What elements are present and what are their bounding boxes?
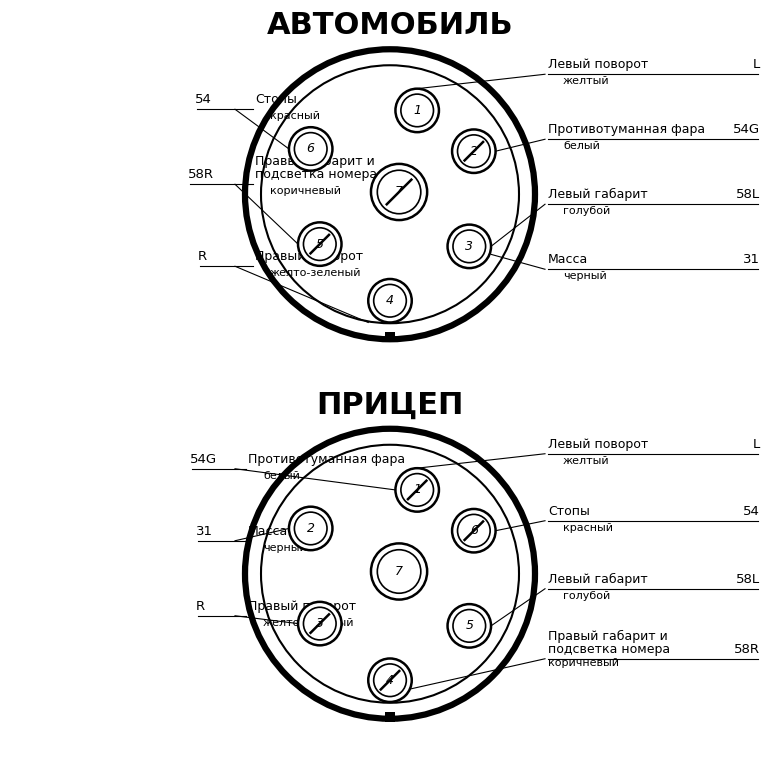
Text: 4: 4 (386, 294, 394, 307)
Text: Правый поворот: Правый поворот (248, 600, 356, 613)
Text: желтый: желтый (563, 76, 610, 87)
Text: Стопы: Стопы (255, 93, 297, 106)
Text: 2: 2 (307, 522, 314, 535)
Text: красный: красный (563, 523, 613, 533)
Text: Левый габарит: Левый габарит (548, 573, 647, 586)
Circle shape (298, 602, 342, 645)
Text: ПРИЦЕП: ПРИЦЕП (317, 391, 463, 420)
Text: 58L: 58L (736, 188, 760, 201)
Text: L: L (753, 438, 760, 451)
Circle shape (289, 507, 332, 550)
Text: голубой: голубой (563, 591, 610, 601)
Text: 3: 3 (466, 240, 473, 253)
Circle shape (395, 89, 439, 132)
Text: R: R (196, 600, 205, 613)
Text: Противотуманная фара: Противотуманная фара (548, 123, 705, 137)
Circle shape (448, 604, 491, 647)
Text: 7: 7 (395, 185, 403, 199)
Text: Правый габарит и: Правый габарит и (255, 155, 374, 168)
Text: L: L (753, 58, 760, 71)
Text: 6: 6 (307, 143, 314, 156)
Circle shape (245, 49, 535, 339)
Text: 54: 54 (743, 505, 760, 518)
Text: Масса: Масса (248, 524, 289, 537)
Text: Левый габарит: Левый габарит (548, 188, 647, 201)
Text: 54G: 54G (190, 453, 217, 466)
Text: 5: 5 (316, 238, 324, 250)
Circle shape (452, 509, 495, 553)
Circle shape (452, 130, 495, 173)
Text: 58R: 58R (734, 643, 760, 656)
Text: желто-зеленый: желто-зеленый (270, 268, 361, 279)
Bar (385, 332, 395, 342)
Text: черный: черный (563, 271, 607, 282)
Text: АВТОМОБИЛЬ: АВТОМОБИЛЬ (267, 11, 513, 40)
Circle shape (245, 429, 535, 719)
Text: 54: 54 (195, 93, 212, 106)
Circle shape (395, 468, 439, 512)
Text: коричневый: коричневый (548, 658, 619, 668)
Text: Левый поворот: Левый поворот (548, 438, 648, 451)
Text: 58R: 58R (188, 168, 214, 181)
Text: 5: 5 (466, 619, 473, 632)
Circle shape (368, 279, 412, 323)
Text: 7: 7 (395, 565, 403, 578)
Text: 4: 4 (386, 674, 394, 687)
Circle shape (448, 225, 491, 268)
Text: Стопы: Стопы (548, 505, 590, 518)
Text: белый: белый (563, 141, 600, 151)
Text: коричневый: коричневый (270, 186, 341, 197)
Text: Правый габарит и: Правый габарит и (548, 630, 668, 643)
Bar (385, 712, 395, 722)
Text: красный: красный (270, 112, 320, 121)
Text: 58L: 58L (736, 573, 760, 586)
Circle shape (289, 128, 332, 171)
Text: 54G: 54G (733, 123, 760, 137)
Text: 2: 2 (470, 145, 478, 158)
Text: 1: 1 (413, 483, 421, 496)
Circle shape (298, 222, 342, 266)
Text: 6: 6 (470, 524, 478, 537)
Text: 31: 31 (196, 524, 213, 537)
Text: Масса: Масса (548, 254, 588, 266)
Circle shape (371, 543, 427, 600)
Text: Правый поворот: Правый поворот (255, 250, 363, 263)
Text: Левый поворот: Левый поворот (548, 58, 648, 71)
Circle shape (371, 164, 427, 220)
Text: подсветка номера: подсветка номера (548, 643, 670, 656)
Text: голубой: голубой (563, 206, 610, 216)
Text: белый: белый (263, 471, 300, 480)
Text: желтый: желтый (563, 455, 610, 466)
Text: R: R (198, 250, 207, 263)
Text: подсветка номера: подсветка номера (255, 168, 377, 181)
Text: черный: черный (263, 543, 307, 553)
Text: 31: 31 (743, 254, 760, 266)
Text: Противотуманная фара: Противотуманная фара (248, 453, 405, 466)
Text: желто-зеленый: желто-зеленый (263, 618, 354, 628)
Text: 1: 1 (413, 104, 421, 117)
Text: 3: 3 (316, 617, 324, 630)
Circle shape (368, 659, 412, 702)
